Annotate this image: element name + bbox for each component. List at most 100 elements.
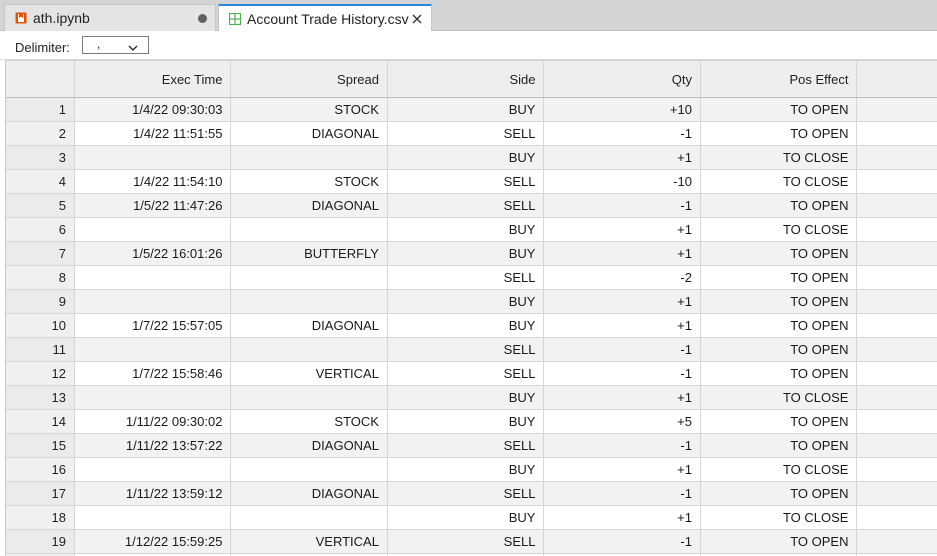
table-cell[interactable] <box>230 505 388 530</box>
table-cell[interactable]: TSLA <box>856 337 937 362</box>
table-cell[interactable]: BUY <box>387 313 545 338</box>
table-cell[interactable]: 1/11/22 13:57:22 <box>74 433 232 458</box>
table-cell[interactable]: BUY <box>387 457 545 482</box>
table-cell[interactable]: BUY <box>387 217 545 242</box>
table-row[interactable]: 16 BUY+1TO CLOSETSLA <box>6 457 937 482</box>
table-cell[interactable]: TO OPEN <box>700 265 858 290</box>
table-cell[interactable] <box>230 457 388 482</box>
row-number[interactable]: 1 <box>6 97 75 122</box>
table-cell[interactable]: TO OPEN <box>700 313 858 338</box>
table-cell[interactable]: TO CLOSE <box>700 169 858 194</box>
table-cell[interactable]: SELL <box>387 529 545 554</box>
table-cell[interactable]: -1 <box>543 337 701 362</box>
table-cell[interactable]: BUY <box>387 289 545 314</box>
table-cell[interactable]: 1/4/22 11:51:55 <box>74 121 232 146</box>
row-number[interactable]: 13 <box>6 385 75 410</box>
table-cell[interactable]: 1/4/22 11:54:10 <box>74 169 232 194</box>
table-cell[interactable]: -2 <box>543 265 701 290</box>
table-cell[interactable]: BUY <box>387 409 545 434</box>
table-cell[interactable] <box>74 217 232 242</box>
table-cell[interactable] <box>230 217 388 242</box>
row-number[interactable]: 14 <box>6 409 75 434</box>
table-cell[interactable] <box>74 553 232 556</box>
table-cell[interactable]: BUTTERFLY <box>230 241 388 266</box>
table-cell[interactable] <box>74 337 232 362</box>
table-cell[interactable]: +5 <box>543 409 701 434</box>
row-number[interactable]: 12 <box>6 361 75 386</box>
table-cell[interactable]: ARKK <box>856 529 937 554</box>
delimiter-select[interactable]: , <box>82 36 149 54</box>
table-cell[interactable]: TO OPEN <box>700 409 858 434</box>
row-number[interactable]: 6 <box>6 217 75 242</box>
table-cell[interactable]: BUY <box>387 385 545 410</box>
table-row[interactable]: 18 BUY+1TO CLOSEINTC <box>6 505 937 530</box>
table-cell[interactable]: -1 <box>543 121 701 146</box>
table-cell[interactable]: SPX <box>856 289 937 314</box>
table-cell[interactable]: SELL <box>387 121 545 146</box>
csv-grid[interactable]: Exec Time Spread Side Qty Pos Effect Sym… <box>5 60 937 556</box>
table-cell[interactable]: 1/11/22 13:59:12 <box>74 481 232 506</box>
table-cell[interactable]: TO OPEN <box>700 433 858 458</box>
table-cell[interactable]: TO CLOSE <box>700 505 858 530</box>
table-cell[interactable] <box>74 457 232 482</box>
table-row[interactable]: 11 SELL-1TO OPENTSLA <box>6 337 937 362</box>
table-cell[interactable] <box>230 385 388 410</box>
table-cell[interactable]: TSLA <box>856 97 937 122</box>
table-cell[interactable]: TO OPEN <box>700 289 858 314</box>
table-cell[interactable]: 1/12/22 15:59:25 <box>74 529 232 554</box>
table-cell[interactable]: -1 <box>543 361 701 386</box>
table-cell[interactable]: -1 <box>543 433 701 458</box>
table-cell[interactable]: +1 <box>543 289 701 314</box>
table-cell[interactable] <box>74 265 232 290</box>
table-cell[interactable]: TO CLOSE <box>700 145 858 170</box>
column-header[interactable]: Pos Effect <box>700 60 858 98</box>
table-cell[interactable]: TO CLOSE <box>700 385 858 410</box>
table-cell[interactable]: SELL <box>387 481 545 506</box>
table-cell[interactable]: 1/7/22 15:58:46 <box>74 361 232 386</box>
row-number[interactable]: 10 <box>6 313 75 338</box>
table-cell[interactable]: MSFT <box>856 217 937 242</box>
table-cell[interactable]: STOCK <box>230 97 388 122</box>
close-icon[interactable] <box>411 13 423 25</box>
table-row[interactable]: 9 BUY+1TO OPENSPX <box>6 289 937 314</box>
table-cell[interactable]: TO OPEN <box>700 193 858 218</box>
table-cell[interactable]: BUY <box>387 553 545 556</box>
table-cell[interactable]: DIAGONAL <box>230 313 388 338</box>
table-row[interactable]: 6 BUY+1TO CLOSEMSFT <box>6 217 937 242</box>
table-cell[interactable]: BUY <box>387 145 545 170</box>
table-row[interactable]: 13 BUY+1TO CLOSETSLA <box>6 385 937 410</box>
table-cell[interactable]: TO OPEN <box>700 241 858 266</box>
table-cell[interactable]: ARKK <box>856 553 937 556</box>
table-cell[interactable]: TO OPEN <box>700 529 858 554</box>
table-cell[interactable]: TO CLOSE <box>700 217 858 242</box>
table-cell[interactable] <box>230 553 388 556</box>
table-cell[interactable]: 1/4/22 09:30:03 <box>74 97 232 122</box>
column-header[interactable]: Symbol <box>856 60 937 98</box>
table-cell[interactable] <box>74 385 232 410</box>
table-cell[interactable]: TO CLOSE <box>700 553 858 556</box>
table-cell[interactable]: TSLA <box>856 457 937 482</box>
table-cell[interactable]: +1 <box>543 553 701 556</box>
table-cell[interactable]: TSLA <box>856 313 937 338</box>
table-cell[interactable]: TO OPEN <box>700 121 858 146</box>
table-cell[interactable]: SPX <box>856 265 937 290</box>
table-cell[interactable]: -1 <box>543 193 701 218</box>
table-cell[interactable]: INTC <box>856 505 937 530</box>
table-cell[interactable]: 1/5/22 16:01:26 <box>74 241 232 266</box>
table-cell[interactable]: DIAGONAL <box>230 121 388 146</box>
table-cell[interactable] <box>230 265 388 290</box>
row-number[interactable]: 16 <box>6 457 75 482</box>
table-cell[interactable]: +1 <box>543 457 701 482</box>
table-row[interactable]: 3 BUY+1TO CLOSETSLA <box>6 145 937 170</box>
row-number[interactable]: 7 <box>6 241 75 266</box>
table-cell[interactable]: DIAGONAL <box>230 193 388 218</box>
row-number[interactable]: 20 <box>6 553 75 556</box>
table-cell[interactable]: +1 <box>543 505 701 530</box>
